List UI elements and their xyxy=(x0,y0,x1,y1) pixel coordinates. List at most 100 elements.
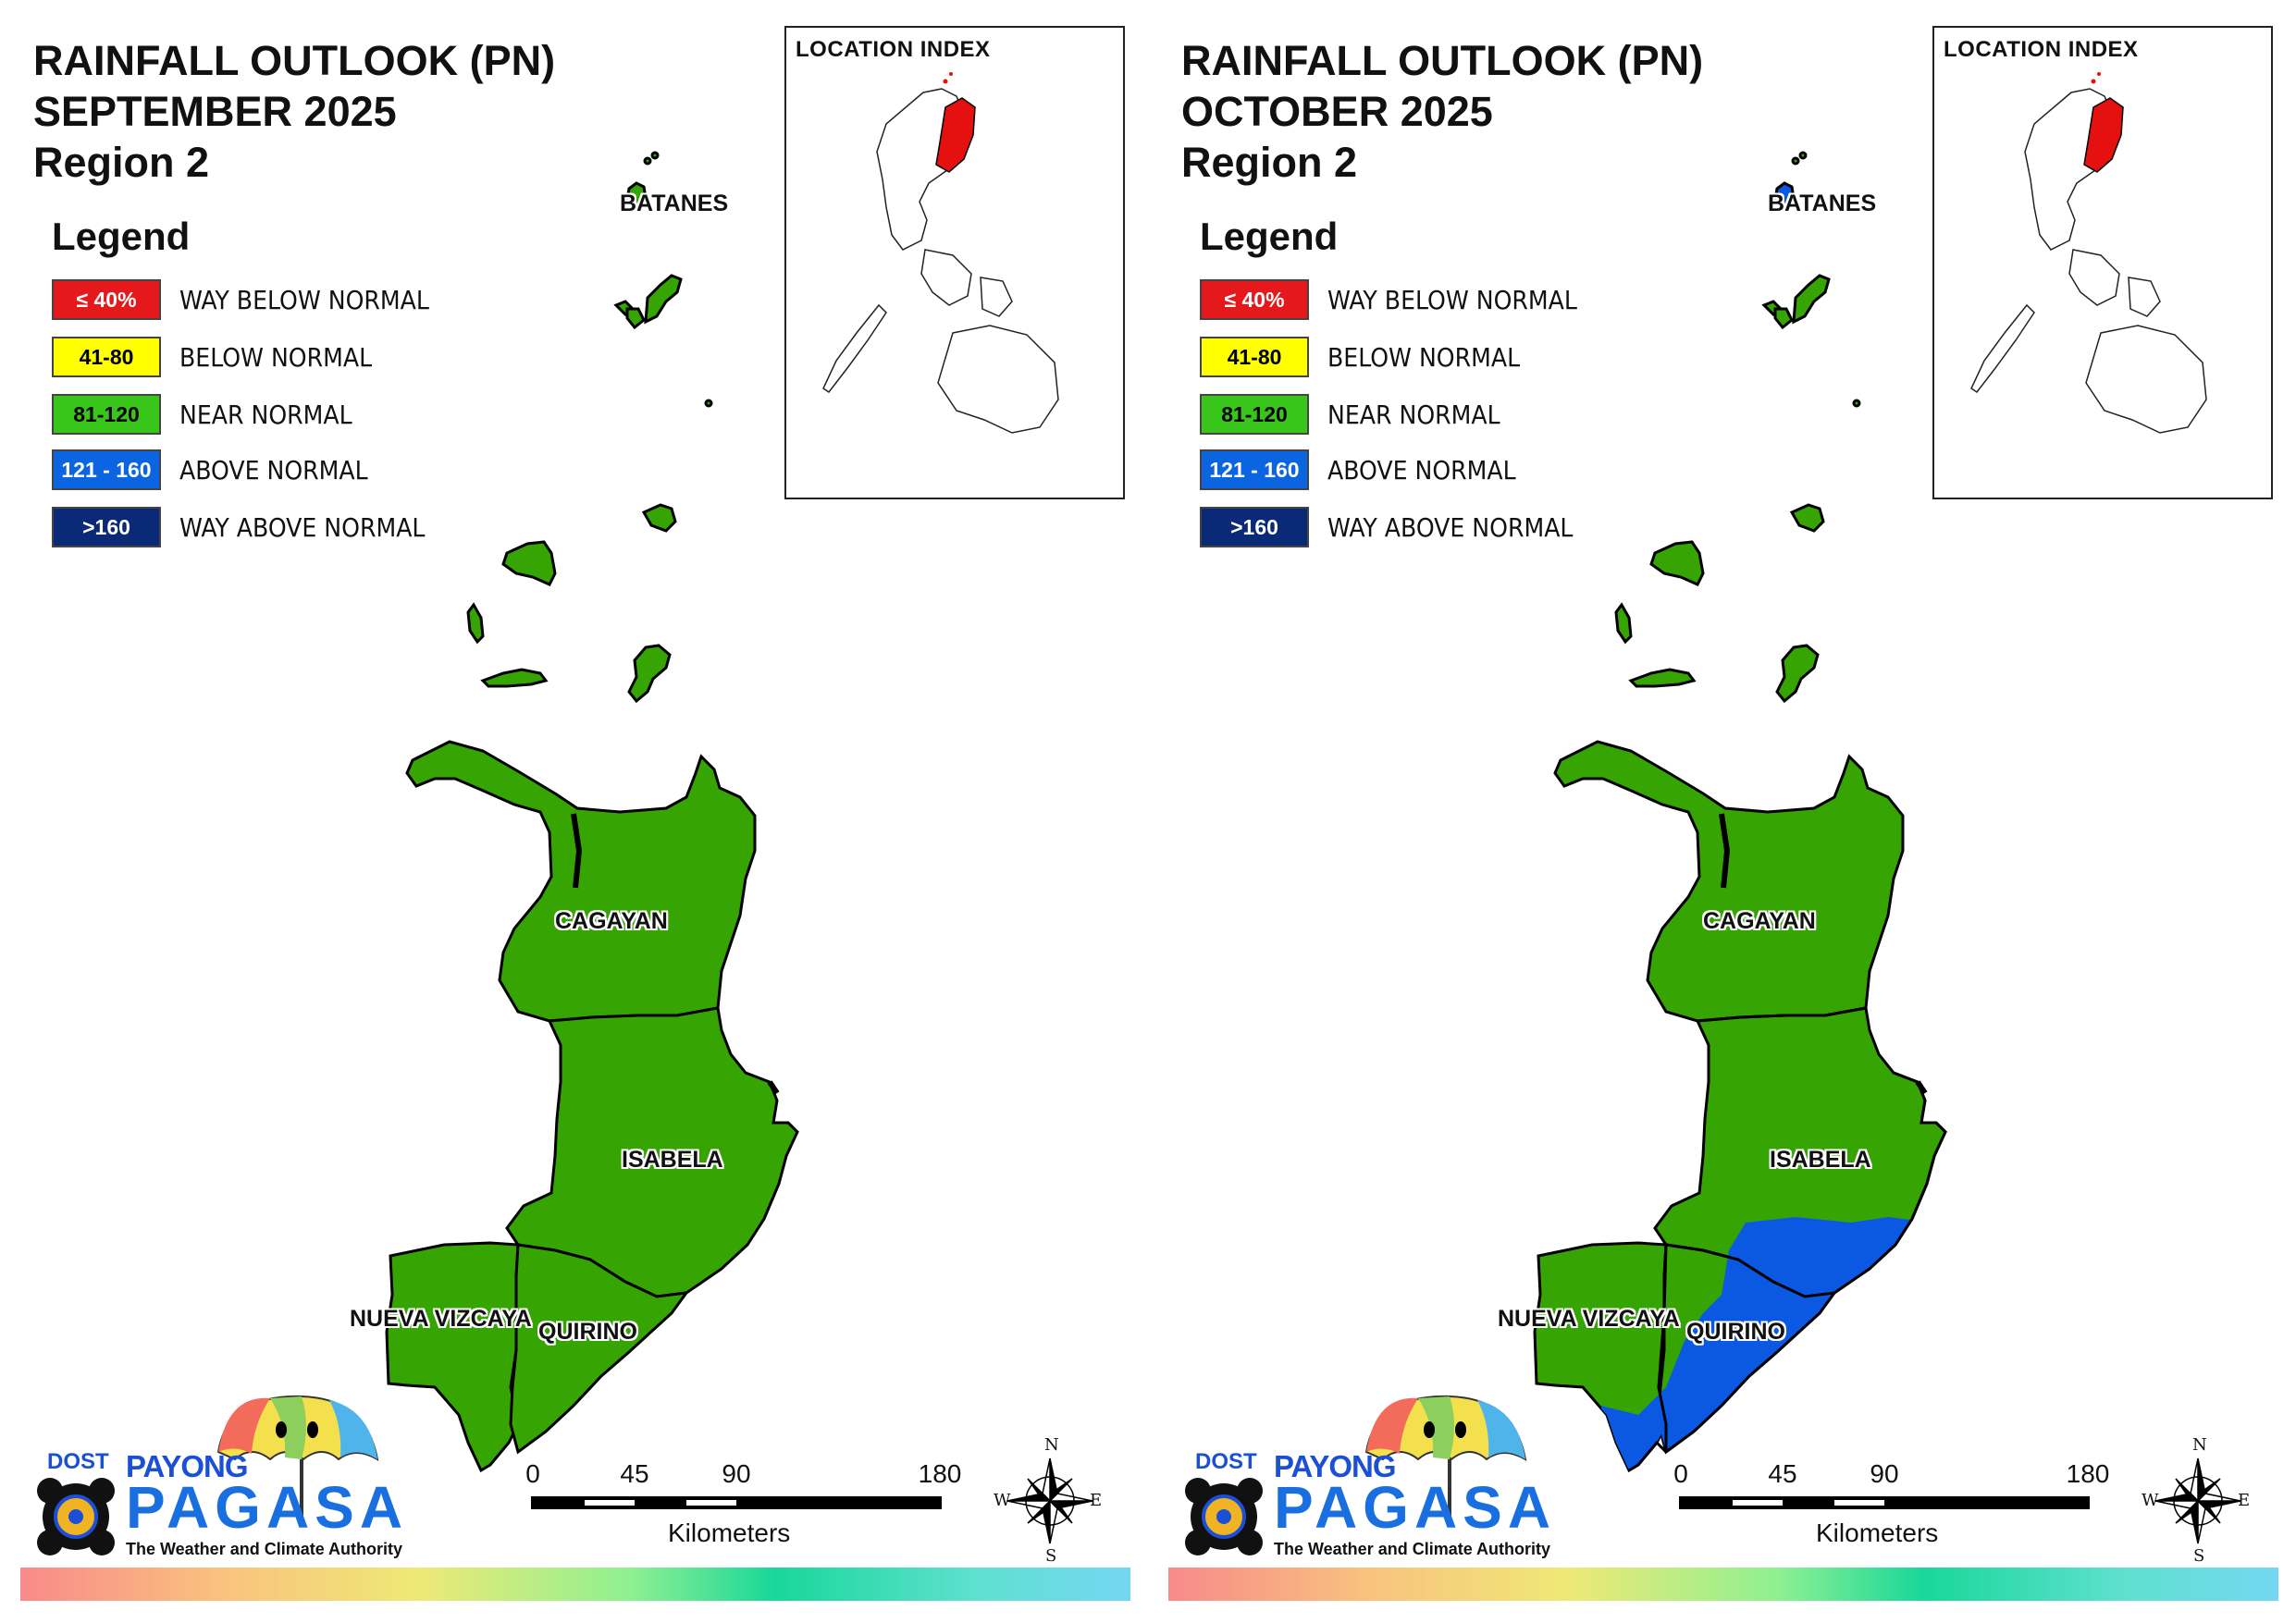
title-month: OCTOBER 2025 xyxy=(1181,88,1493,135)
palawan-outline xyxy=(822,303,887,394)
map-title: RAINFALL OUTLOOK (PN) SEPTEMBER 2025 Reg… xyxy=(33,35,555,188)
isabela-province xyxy=(505,1006,799,1298)
quirino-province xyxy=(509,1243,690,1455)
compass-e: E xyxy=(1090,1491,1103,1510)
island xyxy=(501,540,557,586)
cagayan-province xyxy=(405,740,757,1023)
label-batanes: BATANES xyxy=(1768,191,1877,216)
philippines-outline xyxy=(1970,72,2207,434)
legend-swatch: >160 xyxy=(52,507,161,547)
label-isabela: ISABELA xyxy=(622,1147,723,1173)
legend-label: WAY ABOVE NORMAL xyxy=(1327,512,1574,543)
compass-w: W xyxy=(2142,1491,2159,1510)
compass-w: W xyxy=(994,1491,1011,1510)
label-nueva-vizcaya: NUEVA VIZCAYA xyxy=(1498,1306,1680,1332)
scale-tick: 0 xyxy=(1673,1459,1688,1488)
region2-map xyxy=(1533,151,1947,1473)
inset-title: LOCATION INDEX xyxy=(1944,37,2139,62)
dost-seal-icon xyxy=(37,1478,115,1555)
scale-unit: Kilometers xyxy=(1816,1518,1939,1547)
visayas-outline xyxy=(2068,249,2161,317)
legend-label: ABOVE NORMAL xyxy=(179,455,368,486)
nueva-vizcaya-province xyxy=(385,1241,520,1473)
label-cagayan: CAGAYAN xyxy=(555,908,668,934)
legend-swatch: 41-80 xyxy=(1200,337,1309,377)
label-batanes: BATANES xyxy=(620,191,729,216)
title-line: RAINFALL OUTLOOK (PN) xyxy=(33,37,556,84)
mindanao-outline xyxy=(937,325,1059,434)
legend-swatch: 81-120 xyxy=(52,394,161,435)
legend-swatch: 121 - 160 xyxy=(52,449,161,490)
island xyxy=(627,644,672,704)
island xyxy=(466,602,485,645)
batanes-islet xyxy=(1798,151,1808,160)
philippines-outline xyxy=(822,72,1059,434)
scale-tick: 45 xyxy=(620,1459,649,1488)
logo-payong: PAYONG xyxy=(126,1449,249,1483)
label-isabela: ISABELA xyxy=(1770,1147,1871,1173)
footer-gradient-bar xyxy=(20,1568,1130,1601)
legend-swatch: ≤ 40% xyxy=(52,279,161,320)
scale-unit: Kilometers xyxy=(668,1518,791,1547)
logo-tagline: The Weather and Climate Authority xyxy=(126,1540,403,1558)
palawan-outline xyxy=(1970,303,2035,394)
map-panel-september: RAINFALL OUTLOOK (PN) SEPTEMBER 2025 Reg… xyxy=(20,26,1130,1601)
legend-label: WAY BELOW NORMAL xyxy=(179,285,429,315)
scale-tick: 180 xyxy=(2066,1459,2110,1488)
legend-label: WAY BELOW NORMAL xyxy=(1327,285,1577,315)
label-quirino: QUIRINO xyxy=(538,1319,637,1345)
compass-s: S xyxy=(2193,1546,2205,1566)
umbrella-icon xyxy=(216,1395,379,1517)
inset-title: LOCATION INDEX xyxy=(796,37,991,62)
logo-tagline: The Weather and Climate Authority xyxy=(1274,1540,1551,1558)
scale-tick: 90 xyxy=(1870,1459,1899,1488)
region2-highlight xyxy=(935,97,976,173)
legend-label: NEAR NORMAL xyxy=(1327,400,1500,430)
batanes-island xyxy=(1773,181,1796,213)
compass-n: N xyxy=(1044,1435,1059,1455)
location-index-inset: LOCATION INDEX xyxy=(1932,26,2273,499)
island xyxy=(1789,503,1825,533)
compass-e: E xyxy=(2238,1491,2251,1510)
map-panel-october: RAINFALL OUTLOOK (PN) OCTOBER 2025 Regio… xyxy=(1148,0,2296,1623)
logo-dost: DOST xyxy=(47,1449,109,1474)
legend-swatch: ≤ 40% xyxy=(1200,279,1309,320)
footer-gradient-bar xyxy=(1168,1568,2278,1601)
island xyxy=(625,307,646,330)
title-line: RAINFALL OUTLOOK (PN) xyxy=(1181,37,1704,84)
island xyxy=(1775,644,1820,704)
island xyxy=(1628,668,1697,688)
scale-tick: 180 xyxy=(918,1459,962,1488)
island xyxy=(1792,274,1831,325)
legend-title: Legend xyxy=(1200,215,1339,258)
north-arrow: N S E W xyxy=(994,1435,1103,1566)
legend-title: Legend xyxy=(52,215,191,258)
north-arrow: N S E W xyxy=(2142,1435,2251,1566)
batanes-islet xyxy=(643,156,652,166)
map-title: RAINFALL OUTLOOK (PN) OCTOBER 2025 Regio… xyxy=(1181,35,1703,188)
label-cagayan: CAGAYAN xyxy=(1703,908,1816,934)
island xyxy=(480,668,549,688)
logo-dost: DOST xyxy=(1195,1449,1257,1474)
legend-swatch: 81-120 xyxy=(1200,394,1309,435)
island xyxy=(641,503,677,533)
visayas-outline xyxy=(920,249,1013,317)
umbrella-icon xyxy=(1364,1395,1527,1517)
batanes-islet xyxy=(1791,156,1800,166)
logo-payong: PAYONG xyxy=(1274,1449,1397,1483)
region2-map xyxy=(385,151,799,1473)
islet xyxy=(704,399,713,408)
label-quirino: QUIRINO xyxy=(1686,1319,1785,1345)
location-index-inset: LOCATION INDEX xyxy=(784,26,1125,499)
cagayan-province xyxy=(1553,740,1905,1023)
logo-pagasa: PAGASA xyxy=(1274,1474,1557,1541)
title-region: Region 2 xyxy=(1181,139,1358,186)
legend-label: NEAR NORMAL xyxy=(179,400,352,430)
batanes-islet xyxy=(650,151,660,160)
legend-label: ABOVE NORMAL xyxy=(1327,455,1516,486)
logo-pagasa: PAGASA xyxy=(126,1474,409,1541)
legend-swatch: 121 - 160 xyxy=(1200,449,1309,490)
title-region: Region 2 xyxy=(33,139,210,186)
island xyxy=(1649,540,1705,586)
legend-label: WAY ABOVE NORMAL xyxy=(179,512,426,543)
